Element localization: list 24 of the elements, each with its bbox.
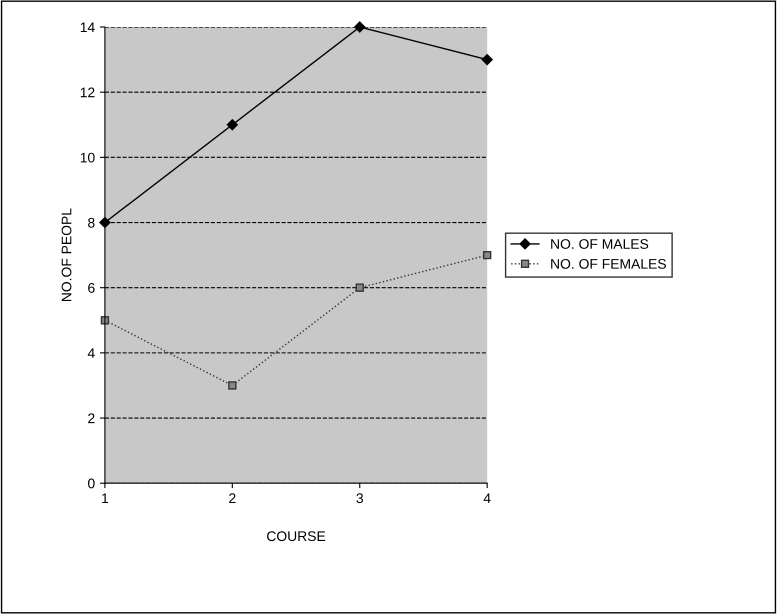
x-tick-label: 1 — [102, 493, 108, 504]
y-axis-title: NO.OF PEOPL — [62, 208, 72, 302]
y-tick-label: 0 — [88, 478, 95, 488]
point — [354, 21, 366, 33]
y-tick-label: 2 — [88, 413, 94, 424]
legend-label: NO. OF MALES — [551, 239, 648, 249]
y-tick-label: 14 — [80, 22, 95, 32]
x-tick-label: 4 — [484, 493, 491, 504]
point — [356, 284, 364, 292]
y-tick-label: 4 — [88, 348, 95, 358]
point — [100, 316, 110, 324]
point — [99, 216, 110, 228]
point — [482, 54, 493, 66]
point — [226, 119, 238, 130]
y-tick-label: 10 — [80, 152, 95, 163]
x-tick-label: 2 — [229, 493, 236, 504]
x-tick-label: 3 — [356, 493, 364, 504]
legend-label: NO. OF FEMALES — [551, 258, 666, 269]
y-tick-label: 12 — [80, 88, 94, 98]
y-tick-label: 6 — [88, 283, 95, 293]
point — [228, 381, 236, 390]
x-axis-title: COURSE — [267, 531, 326, 542]
y-tick-label: 8 — [88, 218, 95, 228]
point — [483, 250, 492, 260]
